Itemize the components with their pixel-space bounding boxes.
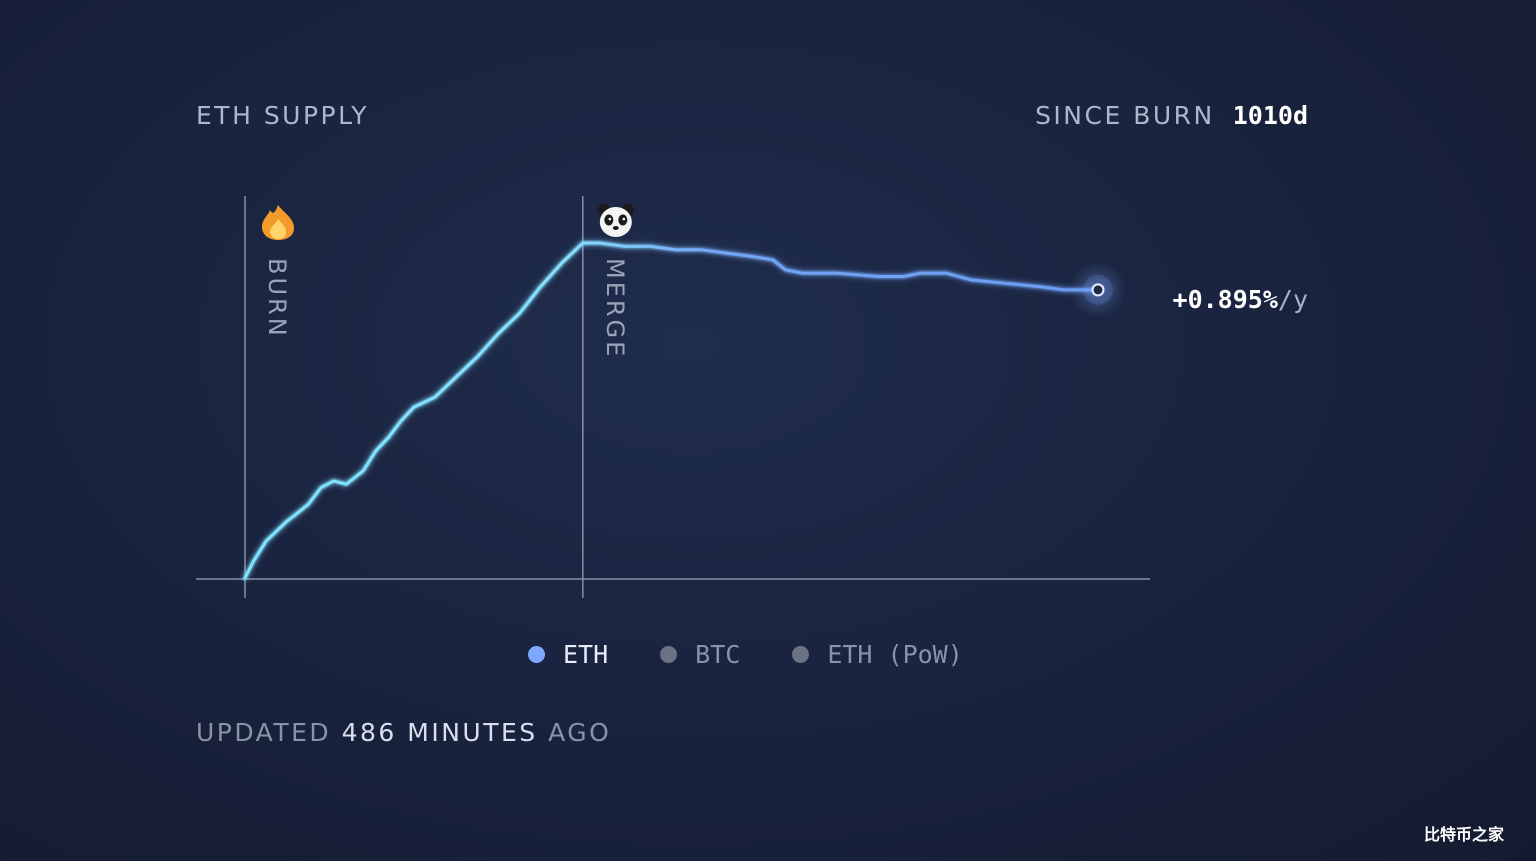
legend: ETH BTC ETH (PoW)	[528, 640, 963, 669]
marker-label-burn: BURN	[263, 258, 291, 339]
legend-label: ETH (PoW)	[827, 640, 963, 669]
panda-icon	[597, 204, 634, 237]
updated-prefix: UPDATED	[196, 718, 332, 747]
fire-icon	[262, 205, 294, 240]
updated-suffix: AGO	[548, 718, 612, 747]
updated-status: UPDATED 486 MINUTES AGO	[196, 718, 611, 747]
legend-dot-icon	[660, 646, 678, 663]
series-line-eth	[243, 241, 1100, 580]
marker-label-merge: MERGE	[601, 258, 629, 359]
watermark: 比特币之家	[1423, 825, 1504, 844]
legend-label: BTC	[695, 640, 741, 669]
series-line-eth-glow	[242, 240, 1101, 581]
chart-title: ETH SUPPLY	[196, 101, 370, 130]
updated-value: 486 MINUTES	[341, 718, 538, 747]
since-burn-indicator: SINCE BURN 1010d	[1035, 101, 1308, 130]
end-value-label: +0.895%/y	[1173, 285, 1308, 314]
endpoint-dot[interactable]	[1091, 283, 1105, 297]
legend-dot-icon	[528, 646, 545, 663]
legend-item-eth-pow[interactable]: ETH (PoW)	[792, 640, 963, 669]
legend-item-eth[interactable]: ETH	[528, 640, 608, 669]
legend-item-btc[interactable]: BTC	[660, 640, 740, 669]
since-burn-label: SINCE BURN	[1035, 101, 1215, 130]
legend-dot-icon	[792, 646, 810, 663]
since-burn-value: 1010d	[1232, 101, 1308, 130]
legend-label: ETH	[563, 640, 609, 669]
